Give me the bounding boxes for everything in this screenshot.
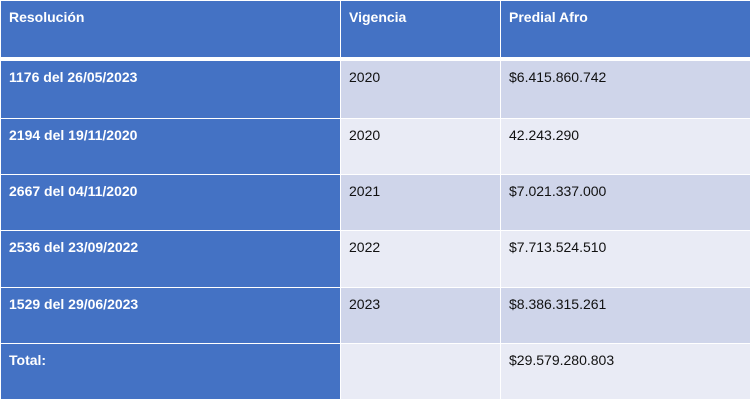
row-label: 1176 del 26/05/2023	[0, 58, 341, 120]
row-label: 1529 del 29/06/2023	[0, 286, 341, 344]
header-cell: Resolución	[0, 0, 341, 61]
table-row: 1176 del 26/05/2023 2020 $6.415.860.742	[0, 58, 750, 120]
table-row: 1529 del 29/06/2023 2023 $8.386.315.261	[0, 286, 750, 344]
total-row: Total: $29.579.280.803	[0, 342, 750, 400]
table-cell: 2022	[340, 230, 501, 288]
table-row: 2667 del 04/11/2020 2021 $7.021.337.000	[0, 174, 750, 232]
table-cell: 2021	[340, 174, 501, 232]
row-label: 2667 del 04/11/2020	[0, 174, 341, 232]
table-row: 2536 del 23/09/2022 2022 $7.713.524.510	[0, 230, 750, 288]
table-cell: 2020	[340, 58, 501, 120]
total-label: Total:	[0, 342, 341, 400]
row-label: 2194 del 19/11/2020	[0, 118, 341, 176]
table-body: 1176 del 26/05/2023 2020 $6.415.860.742 219…	[0, 58, 750, 400]
row-label: 2536 del 23/09/2022	[0, 230, 341, 288]
table-cell: 42.243.290	[500, 118, 750, 176]
total-value: $29.579.280.803	[500, 342, 750, 400]
table-cell: $6.415.860.742	[500, 58, 750, 120]
table-cell: $7.021.337.000	[500, 174, 750, 232]
header-cell: Vigencia	[340, 0, 501, 61]
table-cell: $8.386.315.261	[500, 286, 750, 344]
table-cell: 2023	[340, 286, 501, 344]
header-row: Resolución Vigencia Predial Afro	[0, 0, 750, 61]
table-row: 2194 del 19/11/2020 2020 42.243.290	[0, 118, 750, 176]
header-cell: Predial Afro	[500, 0, 750, 61]
table-cell: $7.713.524.510	[500, 230, 750, 288]
table-cell	[340, 342, 501, 400]
table-cell: 2020	[340, 118, 501, 176]
